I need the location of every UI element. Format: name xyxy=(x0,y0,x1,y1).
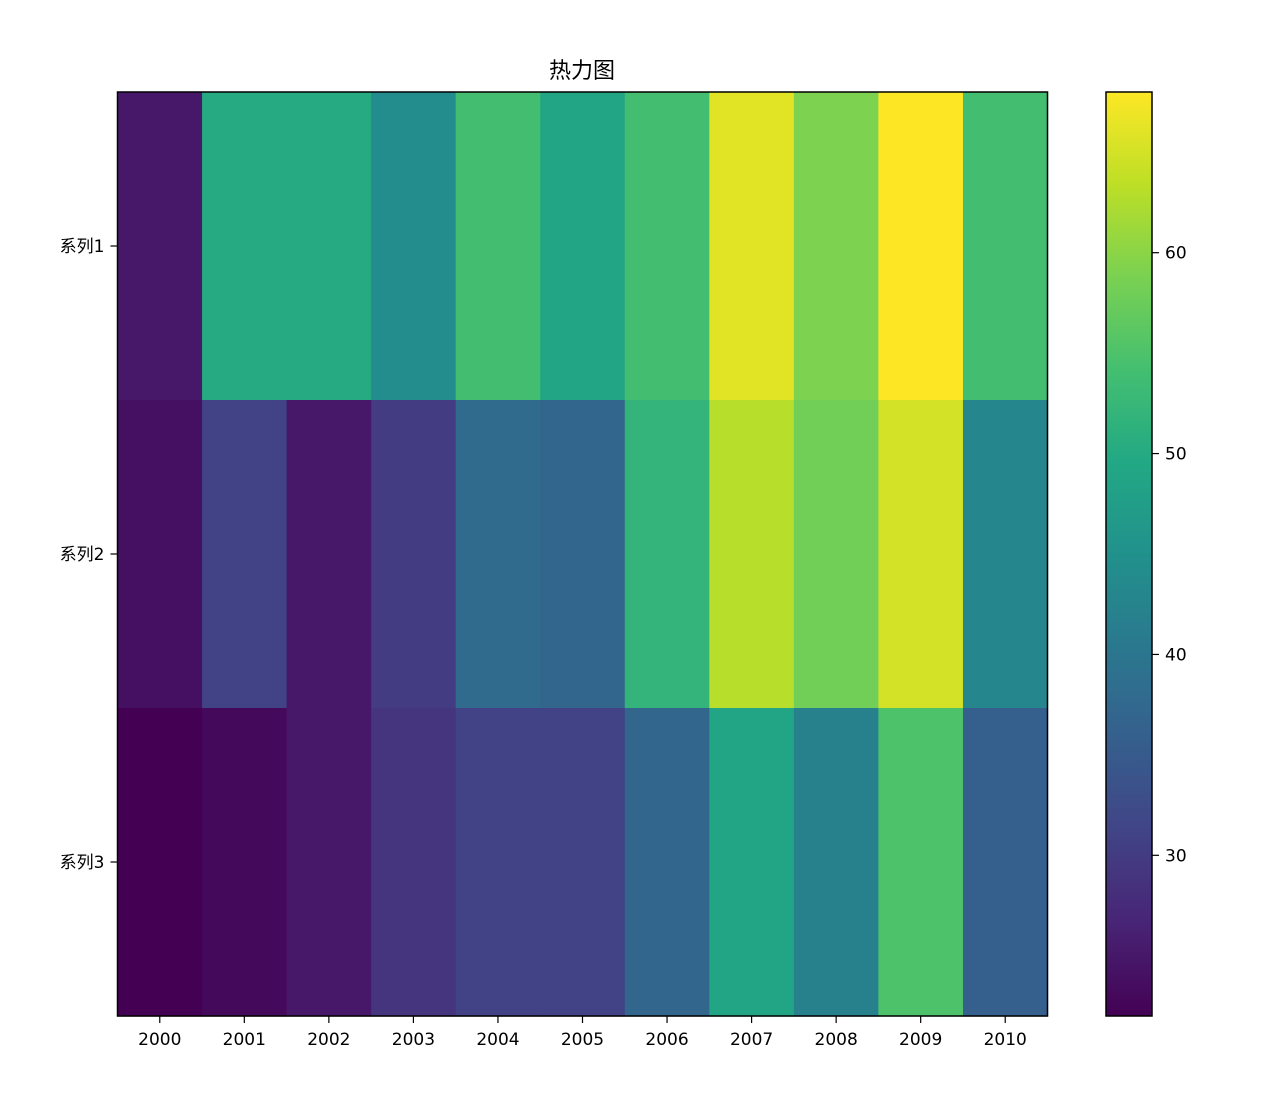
colorbar xyxy=(1106,92,1152,1016)
colorbar-tick-label: 30 xyxy=(1165,846,1187,866)
y-tick-label: 系列1 xyxy=(60,237,105,257)
x-tick-label: 2003 xyxy=(392,1030,435,1050)
y-axis: 系列1 系列2 系列3 xyxy=(60,237,118,873)
heatmap-cell xyxy=(878,92,964,401)
heatmap-cell xyxy=(286,708,372,1017)
heatmap-cell xyxy=(286,400,372,709)
heatmap-cells xyxy=(117,92,1049,1017)
heatmap-cell xyxy=(709,400,795,709)
heatmap-cell xyxy=(455,708,541,1017)
colorbar-tick-label: 50 xyxy=(1165,445,1187,465)
heatmap-cell xyxy=(371,708,457,1017)
y-tick-label: 系列3 xyxy=(60,853,105,873)
colorbar-tick-label: 40 xyxy=(1165,645,1187,665)
heatmap-cell xyxy=(371,92,457,401)
x-tick-label: 2006 xyxy=(645,1030,688,1050)
heatmap-cell xyxy=(793,708,880,1017)
x-tick-label: 2008 xyxy=(815,1030,858,1050)
heatmap-cell xyxy=(286,92,372,401)
heatmap-cell xyxy=(540,92,626,401)
heatmap-cell xyxy=(878,400,964,709)
heatmap-cell xyxy=(878,708,964,1017)
heatmap-cell xyxy=(202,400,288,709)
x-tick-label: 2010 xyxy=(984,1030,1027,1050)
heatmap-cell xyxy=(202,708,288,1017)
heatmap-cell xyxy=(962,400,1049,709)
colorbar-frame xyxy=(1105,91,1153,1017)
heatmap-cell xyxy=(962,92,1049,401)
x-tick-label: 2007 xyxy=(730,1030,773,1050)
x-tick-label: 2000 xyxy=(138,1030,181,1050)
heatmap-cell xyxy=(455,92,541,401)
chart-title: 热力图 xyxy=(549,59,615,84)
heatmap-cell xyxy=(371,400,457,709)
heatmap-cell xyxy=(455,400,541,709)
heatmap-cell xyxy=(202,92,288,401)
x-tick-label: 2009 xyxy=(899,1030,942,1050)
colorbar-tick-label: 60 xyxy=(1165,244,1187,264)
x-tick-label: 2002 xyxy=(307,1030,350,1050)
x-axis: 2000 2001 2002 2003 2004 2005 2006 2007 2008 2009… xyxy=(138,1016,1027,1050)
x-tick-label: 2001 xyxy=(223,1030,266,1050)
colorbar-axis: 30 40 50 60 xyxy=(1152,244,1187,866)
heatmap-cell xyxy=(624,708,710,1017)
heatmap-cell xyxy=(709,708,795,1017)
heatmap-cell xyxy=(709,92,795,401)
heatmap-cell xyxy=(793,400,880,709)
heatmap-cell xyxy=(540,400,626,709)
heatmap-cell xyxy=(624,92,710,401)
heatmap-cell xyxy=(624,400,710,709)
heatmap-cell xyxy=(962,708,1049,1017)
y-tick-label: 系列2 xyxy=(60,545,105,565)
heatmap-cell xyxy=(540,708,626,1017)
x-tick-label: 2004 xyxy=(476,1030,519,1050)
heatmap-cell xyxy=(793,92,880,401)
heatmap-cell xyxy=(117,708,203,1017)
heatmap-cell xyxy=(117,92,203,401)
heatmap-cell xyxy=(117,400,203,709)
x-tick-label: 2005 xyxy=(561,1030,604,1050)
